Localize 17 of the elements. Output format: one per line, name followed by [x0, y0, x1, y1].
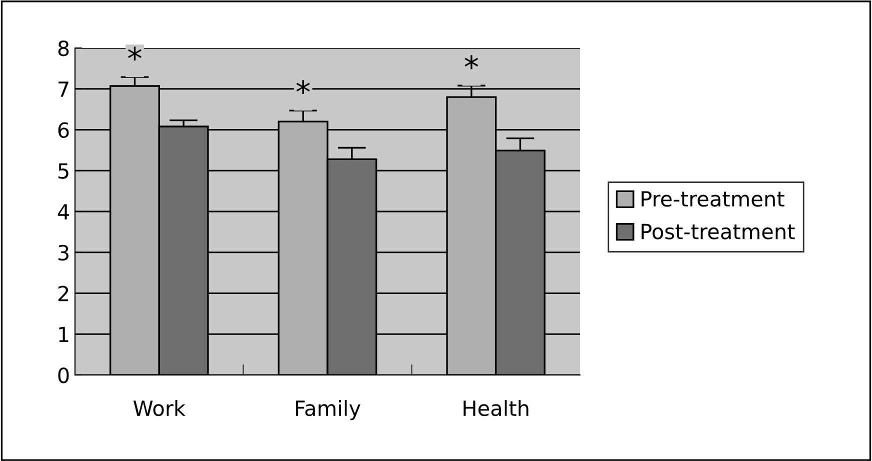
y-tick-label: 0 [58, 367, 69, 384]
y-tick-label: 5 [58, 163, 68, 179]
y-tick-label: 6 [58, 122, 69, 138]
y-tick-label: 4 [58, 204, 69, 220]
y-tick-label: 8 [58, 40, 69, 56]
annotation: * [464, 55, 478, 70]
x-tick-label: Work [133, 400, 186, 416]
x-tick-label: Family [296, 400, 360, 420]
x-tick-label: Health [464, 400, 528, 416]
legend-label: Pre-treatment [642, 191, 784, 207]
y-tick-label: 7 [58, 82, 68, 97]
annotation: * [296, 80, 310, 94]
y-tick-label: 1 [59, 326, 68, 342]
y-tick-label: 3 [58, 244, 68, 261]
y-tick-label: 2 [58, 286, 68, 302]
legend-label: Post-treatment [642, 224, 795, 240]
annotation: * [128, 46, 142, 61]
